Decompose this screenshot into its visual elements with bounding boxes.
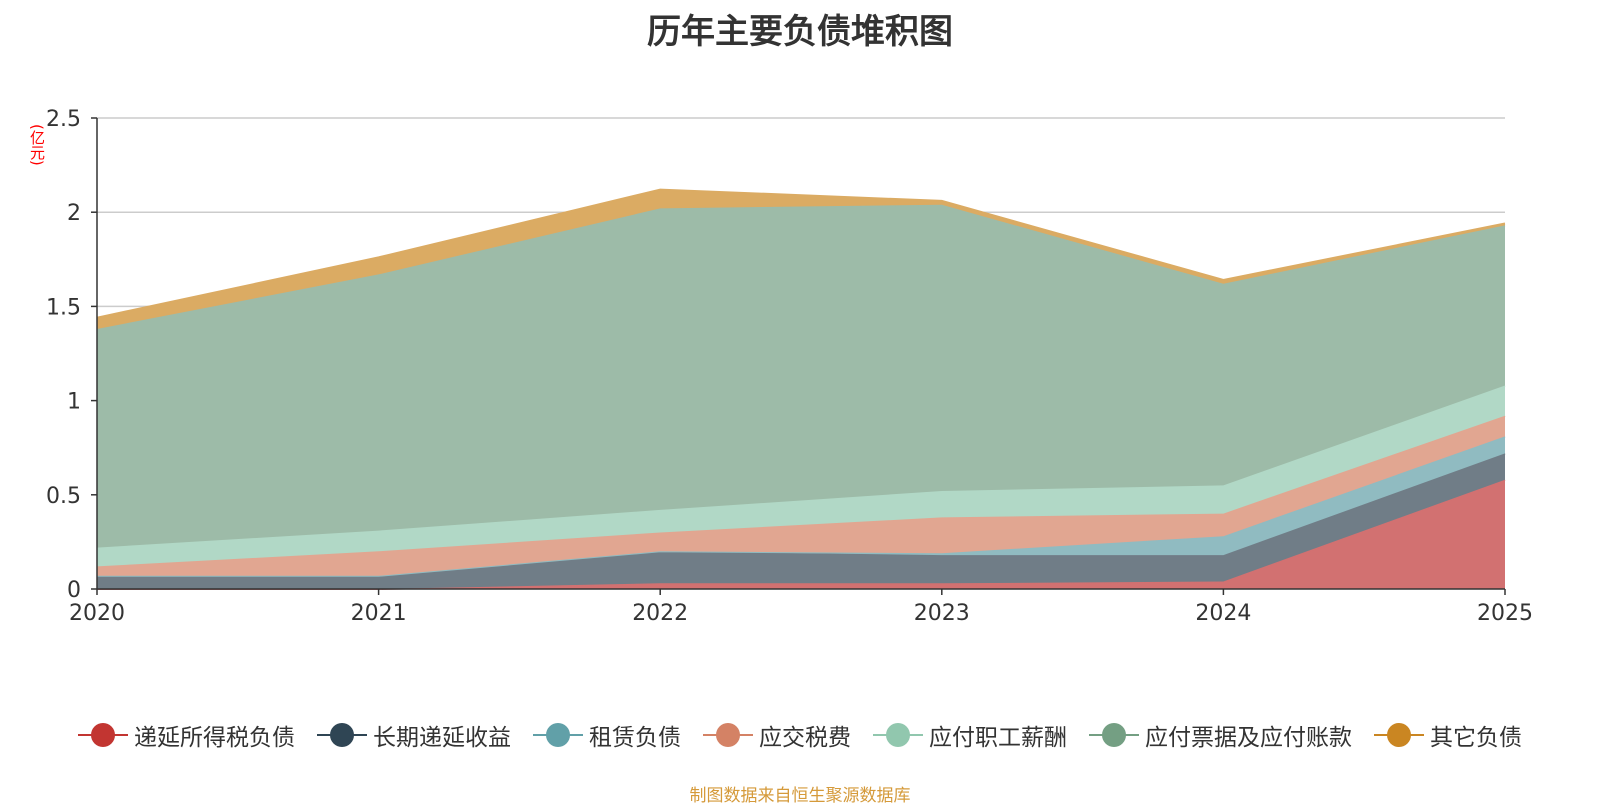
legend-marker-icon <box>703 723 753 747</box>
legend-dot <box>330 723 354 747</box>
legend-dot <box>716 723 740 747</box>
chart-title: 历年主要负债堆积图 <box>647 12 953 52</box>
y-tick-label: 2 <box>67 201 81 226</box>
legend-item[interactable]: 租赁负债 <box>533 718 681 752</box>
area-series-0 <box>97 479 1505 589</box>
x-tick-label: 2021 <box>351 601 407 626</box>
x-tick-label: 2022 <box>632 601 688 626</box>
series-line-5 <box>96 203 1506 330</box>
legend-dot <box>1387 723 1411 747</box>
legend-label: 应付票据及应付账款 <box>1145 725 1352 751</box>
legend-label: 应交税费 <box>759 725 851 751</box>
area-series-6 <box>97 189 1505 329</box>
legend-label: 其它负债 <box>1430 725 1522 751</box>
area-series <box>96 188 1506 590</box>
x-tick-label: 2025 <box>1477 601 1533 626</box>
x-tick-label: 2023 <box>914 601 970 626</box>
y-tick-label: 0 <box>67 578 81 603</box>
legend-marker-icon <box>317 723 367 747</box>
stacked-area-chart: 0 0.5 1 1.5 2 2.5 2020 2021 2022 2023 2024 2025 <box>46 107 1533 626</box>
series-line-6 <box>96 188 1506 319</box>
x-tick-label: 2020 <box>69 601 125 626</box>
legend-item[interactable]: 应交税费 <box>703 718 851 752</box>
legend-item[interactable]: 应付职工薪酬 <box>873 718 1067 752</box>
legend-item[interactable]: 长期递延收益 <box>317 718 511 752</box>
x-tick-label: 2024 <box>1195 601 1251 626</box>
y-axis-unit-label: (亿元) <box>28 124 46 166</box>
legend-item[interactable]: 应付票据及应付账款 <box>1089 718 1352 752</box>
y-tick-label: 2.5 <box>46 107 81 132</box>
legend-marker-icon <box>533 723 583 747</box>
legend-marker-icon <box>1374 723 1424 747</box>
legend-label: 长期递延收益 <box>373 725 511 751</box>
legend-label: 租赁负债 <box>589 725 681 751</box>
y-tick-label: 1 <box>67 390 81 415</box>
legend-label: 应付职工薪酬 <box>929 725 1067 751</box>
legend-label: 递延所得税负债 <box>134 725 295 751</box>
legend-dot <box>91 723 115 747</box>
y-tick-label: 1.5 <box>46 295 81 320</box>
area-series-5 <box>97 204 1505 548</box>
legend-marker-icon <box>78 723 128 747</box>
legend-item[interactable]: 其它负债 <box>1374 718 1522 752</box>
series-line-4 <box>96 384 1506 549</box>
legend-item[interactable]: 递延所得税负债 <box>78 718 295 752</box>
legend-dot <box>546 723 570 747</box>
area-series-3 <box>97 415 1505 576</box>
legend-marker-icon <box>1089 723 1139 747</box>
source-note: 制图数据来自恒生聚源数据库 <box>689 786 911 806</box>
axes: 0 0.5 1 1.5 2 2.5 2020 2021 2022 2023 2024 2025 <box>46 107 1533 626</box>
legend-dot <box>886 723 910 747</box>
legend: 递延所得税负债 长期递延收益 租赁负债 应交税费 应付职工薪酬 应付票据及应付账款 其它负债 <box>0 718 1600 752</box>
area-series-4 <box>97 385 1505 567</box>
legend-dot <box>1102 723 1126 747</box>
legend-marker-icon <box>873 723 923 747</box>
y-tick-label: 0.5 <box>46 484 81 509</box>
